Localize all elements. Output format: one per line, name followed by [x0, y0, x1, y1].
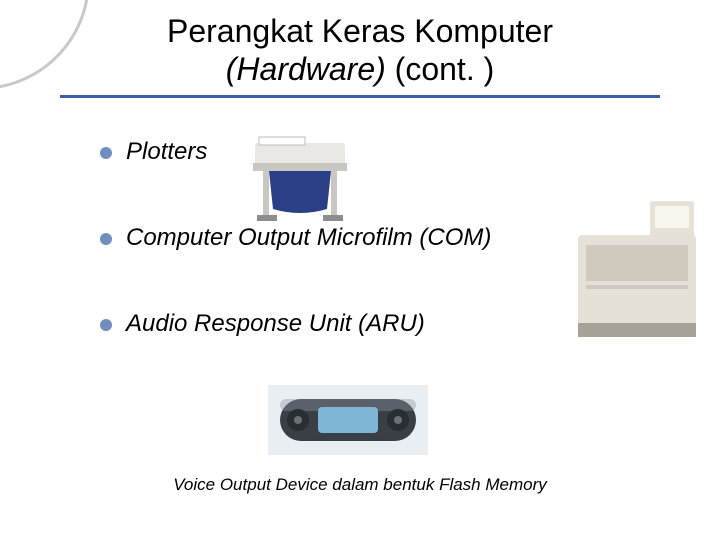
- bullet-item-aru: Audio Response Unit (ARU): [100, 310, 620, 338]
- plotter-image: [245, 135, 355, 225]
- bullet-dot-icon: [100, 233, 112, 245]
- bullet-label: Plotters: [126, 138, 207, 166]
- bullet-dot-icon: [100, 319, 112, 331]
- title-line-2: (Hardware) (cont. ): [60, 50, 660, 88]
- title-italic-part: (Hardware): [226, 51, 386, 87]
- bullet-label: Computer Output Microfilm (COM): [126, 224, 491, 252]
- caption-text: Voice Output Device dalam bentuk Flash M…: [0, 475, 720, 495]
- bullet-item-plotters: Plotters: [100, 138, 620, 166]
- title-cont-part: (cont. ): [386, 51, 494, 87]
- title-block: Perangkat Keras Komputer (Hardware) (con…: [60, 12, 660, 98]
- title-underline: [60, 95, 660, 98]
- bullet-list: Plotters Computer Output Microfilm (COM)…: [100, 138, 620, 396]
- slide: Perangkat Keras Komputer (Hardware) (con…: [0, 0, 720, 540]
- bullet-dot-icon: [100, 147, 112, 159]
- bullet-label: Audio Response Unit (ARU): [126, 310, 425, 338]
- com-device-image: [572, 195, 702, 345]
- audio-device-image: [268, 385, 428, 455]
- title-line-1: Perangkat Keras Komputer: [60, 12, 660, 50]
- bullet-item-com: Computer Output Microfilm (COM): [100, 224, 620, 252]
